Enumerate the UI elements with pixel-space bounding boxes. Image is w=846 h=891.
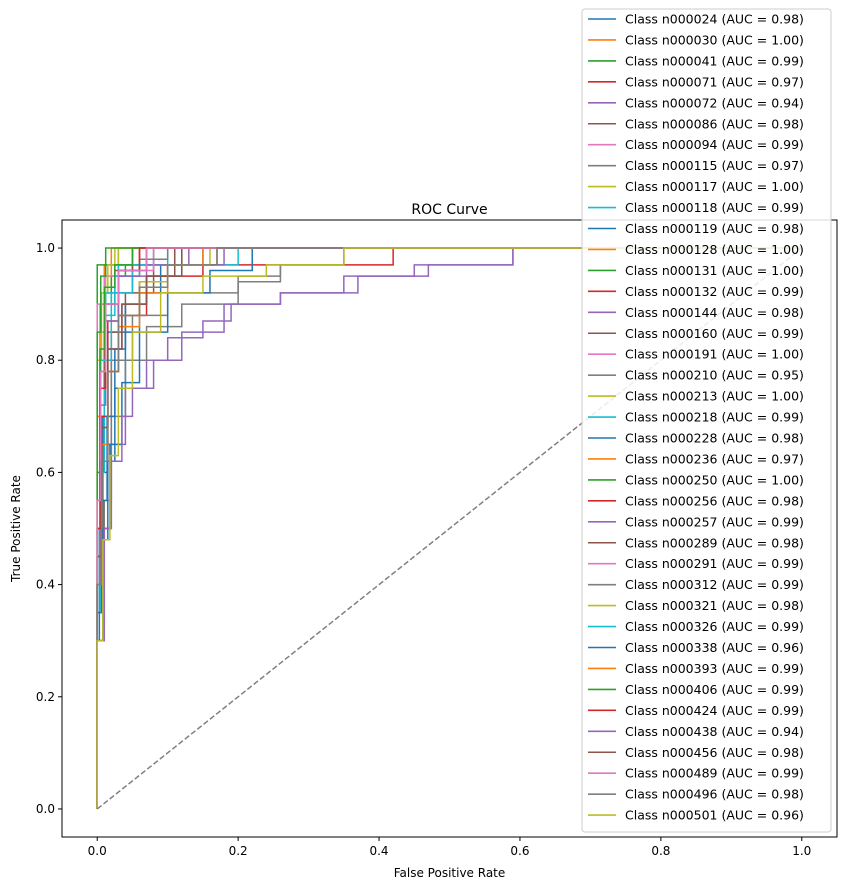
legend-label: Class n000117 (AUC = 1.00) <box>625 179 804 194</box>
legend-label: Class n000115 (AUC = 0.97) <box>625 158 804 173</box>
legend-label: Class n000406 (AUC = 0.99) <box>625 682 804 697</box>
roc-line-38 <box>96 247 802 809</box>
axis-ticks: 0.0 0.2 0.4 0.6 0.8 1.0 0.0 0.2 0.4 0.6 0.8 1.0 <box>36 241 811 858</box>
y-tick-label: 0.8 <box>36 353 55 367</box>
legend-label: Class n000144 (AUC = 0.98) <box>625 305 804 320</box>
x-tick-label: 0.6 <box>510 844 529 858</box>
legend-label: Class n000228 (AUC = 0.98) <box>625 431 804 446</box>
x-tick-label: 0.8 <box>651 844 670 858</box>
legend-label: Class n000256 (AUC = 0.98) <box>625 493 804 508</box>
legend-label: Class n000094 (AUC = 0.99) <box>625 137 804 152</box>
legend-label: Class n000210 (AUC = 0.95) <box>625 368 804 383</box>
y-tick-label: 0.4 <box>36 578 55 592</box>
legend-label: Class n000393 (AUC = 0.99) <box>625 661 804 676</box>
x-tick-label: 0.2 <box>229 844 248 858</box>
roc-line-37 <box>96 247 802 809</box>
chance-diagonal-line <box>96 247 803 810</box>
y-tick-label: 0.2 <box>36 690 55 704</box>
legend-label: Class n000257 (AUC = 0.99) <box>625 514 804 529</box>
legend-label: Class n000489 (AUC = 0.99) <box>625 766 804 781</box>
legend-label: Class n000496 (AUC = 0.98) <box>625 787 804 802</box>
legend-label: Class n000218 (AUC = 0.99) <box>625 410 804 425</box>
y-tick-label: 1.0 <box>36 241 55 255</box>
roc-line-33 <box>96 247 802 809</box>
legend-label: Class n000071 (AUC = 0.97) <box>625 74 804 89</box>
legend-label: Class n000030 (AUC = 1.00) <box>625 32 804 47</box>
legend-box <box>581 8 832 833</box>
x-tick-label: 0.4 <box>369 844 388 858</box>
x-tick-label: 0.0 <box>88 844 107 858</box>
legend-label: Class n000501 (AUC = 0.96) <box>625 808 804 823</box>
legend-label: Class n000213 (AUC = 1.00) <box>625 389 804 404</box>
x-axis-label: False Positive Rate <box>394 866 506 880</box>
legend-label: Class n000128 (AUC = 1.00) <box>625 242 804 257</box>
legend-label: Class n000236 (AUC = 0.97) <box>625 451 804 466</box>
legend-label: Class n000438 (AUC = 0.94) <box>625 724 804 739</box>
roc-line-35 <box>96 247 802 809</box>
legend-label: Class n000119 (AUC = 0.98) <box>625 221 804 236</box>
y-axis-label: True Positive Rate <box>9 475 23 583</box>
legend-label: Class n000041 (AUC = 0.99) <box>625 53 804 68</box>
legend-label: Class n000326 (AUC = 0.99) <box>625 619 804 634</box>
legend: Class n000024 (AUC = 0.98) Class n000030 … <box>581 8 832 833</box>
legend-label: Class n000250 (AUC = 1.00) <box>625 472 804 487</box>
legend-label: Class n000072 (AUC = 0.94) <box>625 95 804 110</box>
legend-label: Class n000118 (AUC = 0.99) <box>625 200 804 215</box>
legend-label: Class n000289 (AUC = 0.98) <box>625 535 804 550</box>
plot-area <box>96 247 803 810</box>
legend-label: Class n000132 (AUC = 0.99) <box>625 284 804 299</box>
legend-label: Class n000086 (AUC = 0.98) <box>625 116 804 131</box>
axes-frame <box>61 219 838 838</box>
legend-label: Class n000291 (AUC = 0.99) <box>625 556 804 571</box>
legend-label: Class n000312 (AUC = 0.99) <box>625 577 804 592</box>
legend-label: Class n000191 (AUC = 1.00) <box>625 347 804 362</box>
legend-label: Class n000160 (AUC = 0.99) <box>625 326 804 341</box>
legend-label: Class n000131 (AUC = 1.00) <box>625 263 804 278</box>
y-tick-label: 0.0 <box>36 802 55 816</box>
legend-label: Class n000338 (AUC = 0.96) <box>625 640 804 655</box>
legend-label: Class n000456 (AUC = 0.98) <box>625 745 804 760</box>
roc-line-23 <box>96 247 802 809</box>
legend-label: Class n000424 (AUC = 0.99) <box>625 703 804 718</box>
legend-label: Class n000024 (AUC = 0.98) <box>625 12 804 27</box>
chart-title: ROC Curve <box>411 202 487 218</box>
x-tick-label: 1.0 <box>792 844 811 858</box>
y-tick-label: 0.6 <box>36 465 55 479</box>
roc-line-39 <box>96 247 802 809</box>
legend-label: Class n000321 (AUC = 0.98) <box>625 598 804 613</box>
